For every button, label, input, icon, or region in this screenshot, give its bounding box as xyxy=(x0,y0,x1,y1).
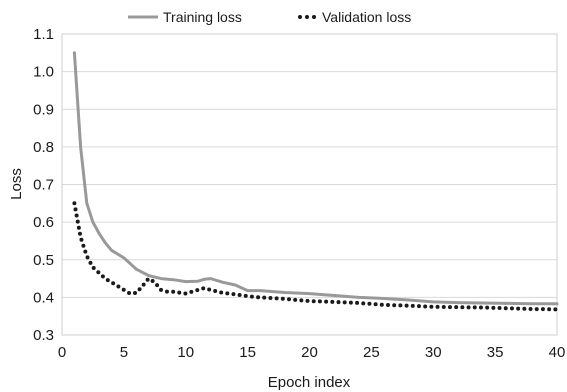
legend-label-validation: Validation loss xyxy=(322,9,411,25)
x-tick-label: 40 xyxy=(549,344,566,361)
x-tick-label: 30 xyxy=(425,344,442,361)
grid-lines xyxy=(62,71,557,298)
legend-label-training: Training loss xyxy=(163,9,242,25)
validation-loss-line xyxy=(72,201,559,312)
y-tick-label: 0.4 xyxy=(33,289,54,306)
y-tick-label: 0.5 xyxy=(33,252,54,269)
x-tick-label: 5 xyxy=(120,344,128,361)
x-tick-label: 20 xyxy=(301,344,318,361)
x-tick-label: 0 xyxy=(58,344,66,361)
y-tick-label: 1.1 xyxy=(33,26,54,43)
x-tick-label: 35 xyxy=(487,344,504,361)
series-layer xyxy=(72,51,559,312)
x-tick-label: 15 xyxy=(239,344,256,361)
x-axis-title: Epoch index xyxy=(268,374,351,391)
legend-swatch-validation xyxy=(298,15,316,19)
y-tick-label: 1.0 xyxy=(33,64,54,81)
y-tick-label: 0.8 xyxy=(33,139,54,156)
training-loss-line xyxy=(72,51,559,306)
y-tick-label: 0.3 xyxy=(33,327,54,344)
y-tick-labels: 0.3 0.4 0.5 0.6 0.7 0.8 0.9 1.0 1.1 xyxy=(33,26,54,344)
legend: Training loss Validation loss xyxy=(128,9,411,25)
y-tick-label: 0.6 xyxy=(33,214,54,231)
x-tick-label: 25 xyxy=(363,344,380,361)
x-tick-label: 10 xyxy=(177,344,194,361)
x-tick-labels: 0 5 10 15 20 25 30 35 40 xyxy=(58,344,566,361)
y-tick-label: 0.9 xyxy=(33,101,54,118)
y-tick-label: 0.7 xyxy=(33,177,54,194)
y-axis-title: Loss xyxy=(8,168,25,200)
